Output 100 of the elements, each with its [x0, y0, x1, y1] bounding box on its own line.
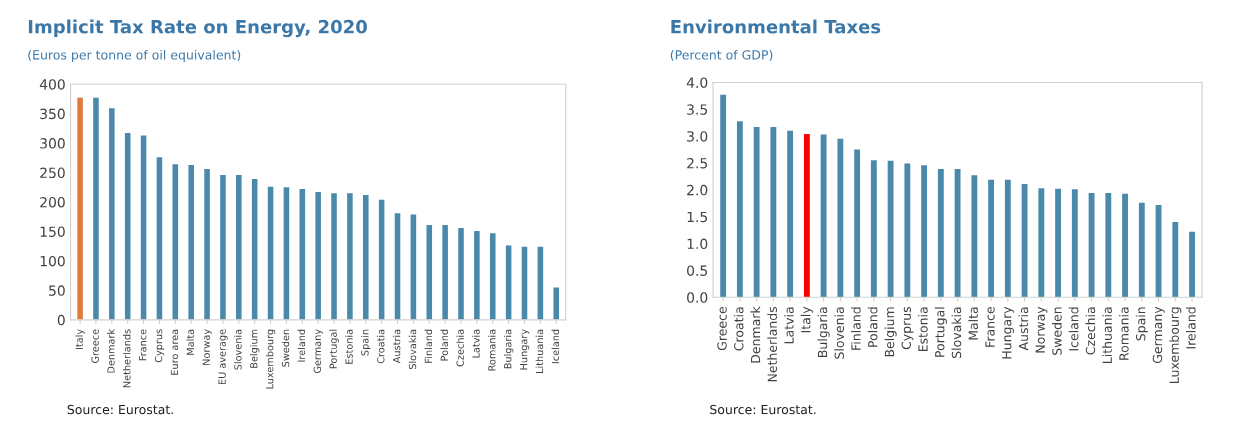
bar — [736, 121, 743, 298]
y-tick-label: 300 — [40, 138, 65, 149]
x-tick-label: Romania — [1119, 307, 1129, 360]
bar — [1038, 188, 1045, 298]
y-tick-label: 100 — [40, 255, 65, 267]
x-tick-label: Italy — [75, 329, 85, 350]
x-tick-label: Greece — [717, 306, 727, 351]
bar — [458, 227, 464, 320]
bar — [236, 174, 242, 320]
y-tick-label: 250 — [40, 167, 65, 179]
x-tick-label: Belgium — [884, 307, 897, 357]
x-tick-label: Spain — [361, 329, 371, 356]
x-tick-label: Malta — [968, 307, 978, 340]
x-tick-label: Slovenia — [834, 307, 844, 359]
x-tick-label: Austria — [392, 329, 401, 364]
bar — [220, 174, 226, 320]
bar — [1021, 183, 1028, 298]
x-tick-label: France — [985, 306, 995, 347]
bar — [489, 233, 496, 320]
bar — [109, 108, 115, 320]
y-tick-label: 3.0 — [687, 131, 708, 142]
x-tick-label: Poland — [440, 329, 448, 361]
bar — [363, 194, 369, 320]
bar — [921, 165, 928, 298]
bar — [971, 175, 978, 298]
bar — [1138, 202, 1145, 298]
x-tick-label: Germany — [313, 329, 323, 374]
x-tick-label: Norway — [1035, 306, 1048, 353]
x-tick-label: Italy — [800, 306, 813, 333]
bar — [156, 157, 163, 320]
x-tick-label: Iceland — [551, 329, 560, 364]
chart-title: Implicit Tax Rate on Energy, 2020 — [28, 19, 367, 38]
y-tick-label: 0.5 — [687, 265, 708, 276]
x-tick-label: Luxembourg — [265, 329, 276, 389]
x-tick-label: Portugal — [934, 307, 947, 357]
x-tick-label: Slovenia — [234, 329, 242, 370]
x-tick-label: Norway — [202, 329, 212, 365]
bar — [988, 179, 995, 298]
x-tick-label: Croatia — [733, 307, 744, 351]
bar — [720, 94, 727, 298]
bar — [204, 169, 210, 320]
x-tick-label: Poland — [867, 307, 878, 347]
x-tick-label: Denmark — [750, 306, 761, 363]
bar — [474, 230, 480, 320]
bar — [347, 193, 353, 320]
bar — [394, 213, 401, 320]
bar — [770, 127, 777, 298]
x-tick-label: Latvia — [472, 329, 480, 358]
x-tick-label: Ireland — [1186, 307, 1196, 349]
y-tick-label: 1.0 — [687, 238, 708, 250]
bar — [553, 287, 560, 320]
x-tick-label: Iceland — [1068, 307, 1079, 351]
bar — [442, 225, 448, 320]
bar — [77, 97, 83, 320]
x-tick-label: France — [139, 329, 147, 361]
bar — [870, 160, 877, 298]
y-tick-label: 350 — [40, 108, 65, 120]
x-tick-label: Czechia — [1085, 307, 1096, 355]
bar — [803, 134, 810, 298]
x-tick-label: Czechia — [456, 329, 464, 367]
bar — [140, 135, 147, 320]
y-tick-label: 0.0 — [687, 292, 708, 303]
x-tick-label: Malta — [186, 329, 195, 355]
x-tick-label: Netherlands — [767, 306, 777, 382]
bar — [1172, 222, 1179, 298]
bar — [93, 97, 99, 320]
x-tick-label: Bulgaria — [503, 329, 514, 369]
y-tick-label: 150 — [40, 226, 65, 237]
bar — [837, 138, 844, 298]
x-tick-label: Croatia — [376, 329, 385, 364]
bar — [1122, 193, 1128, 298]
x-tick-label: EU average — [218, 329, 228, 385]
x-tick-label: Luxembourg — [1169, 307, 1182, 383]
bar — [1004, 179, 1011, 298]
x-tick-label: Finland — [424, 329, 433, 363]
x-tick-label: Finland — [851, 307, 861, 350]
bar — [251, 179, 258, 320]
bar — [172, 164, 179, 320]
x-tick-label: Ireland — [297, 329, 306, 362]
bar — [1105, 193, 1112, 298]
x-tick-label: Netherlands — [123, 329, 131, 388]
bar — [887, 160, 894, 298]
bar — [954, 168, 961, 298]
bar — [1189, 231, 1195, 298]
y-tick-label: 1.5 — [687, 211, 708, 223]
y-tick-label: 0 — [57, 314, 65, 326]
bar — [904, 163, 911, 298]
x-tick-label: Germany — [1152, 306, 1165, 364]
bar — [1071, 189, 1078, 298]
x-tick-label: Austria — [1018, 307, 1029, 351]
x-tick-label: Hungary — [1002, 306, 1014, 359]
y-tick-label: 2.0 — [687, 184, 708, 196]
bar — [787, 130, 794, 298]
bar — [315, 192, 321, 320]
x-tick-label: Slovakia — [408, 329, 417, 370]
x-tick-label: Slovakia — [951, 307, 962, 358]
x-tick-label: Cyprus — [154, 329, 165, 363]
x-tick-label: Latvia — [784, 307, 794, 344]
chart-subtitle: (Percent of GDP) — [670, 49, 773, 62]
bar — [937, 168, 944, 298]
